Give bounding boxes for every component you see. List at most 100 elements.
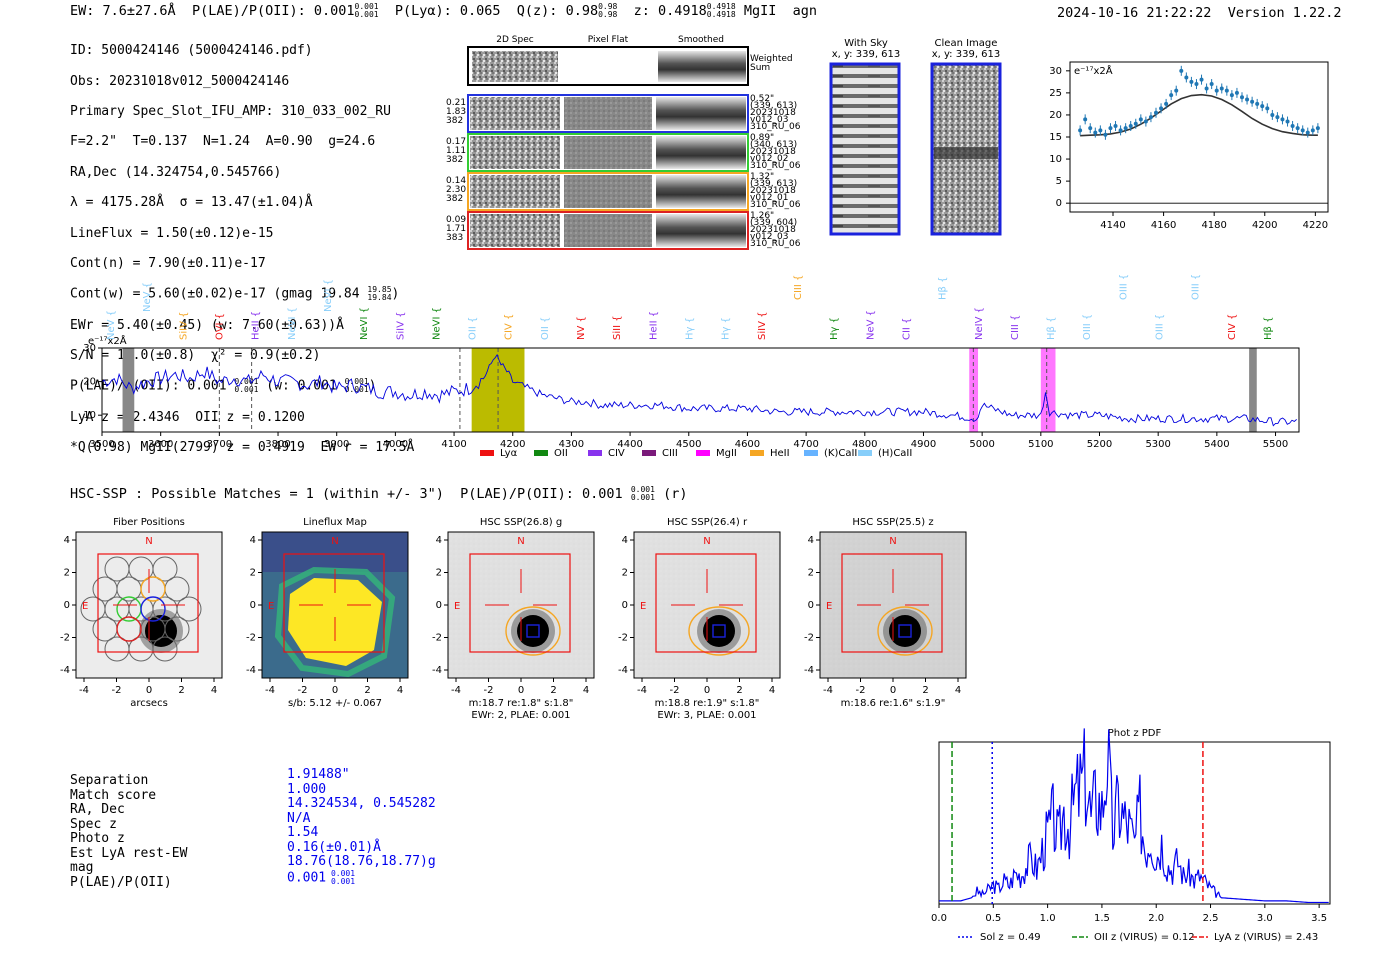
spectrum-legend-label: MgII	[716, 448, 737, 458]
fit-xtick-label: 4220	[1303, 220, 1328, 231]
spectrum-legend-label: OII	[554, 448, 568, 458]
hsc-source	[145, 615, 177, 647]
fit-data-point	[1078, 128, 1083, 133]
hsc-xtick-label: 0	[704, 685, 710, 696]
info-lineflux: LineFlux = 1.50(±0.12)e-15	[70, 225, 274, 241]
cutout-row-2dspec	[470, 136, 560, 169]
fit-ytick-label: 25	[1049, 88, 1062, 99]
spectrum-xtick-label: 4800	[852, 439, 877, 450]
fit-data-point	[1275, 115, 1280, 120]
spectrum-line-label: CIV {	[504, 314, 515, 340]
header-datetime: 2024-10-16 21:22:22	[1057, 5, 1212, 21]
line-fit-chart: e⁻¹⁷x2Å 0 5 10 15 20 25 30 4140 4160 4180 4200 4220	[1049, 61, 1329, 231]
fit-data-point	[1250, 99, 1255, 104]
spectrum-xtick-label: 5000	[969, 439, 994, 450]
hsc-ytick-label: 2	[250, 568, 256, 579]
weighted-sum-label-2: Sum	[750, 63, 770, 73]
cutout-row-right-label: v012_02	[750, 154, 788, 164]
hsc-ytick-label: -2	[60, 633, 70, 644]
fit-data-point	[1260, 104, 1265, 109]
hsc-caption-2: EWr: 3, PLAE: 0.001	[657, 710, 756, 721]
hsc-source	[703, 615, 735, 647]
match-values: 1.91488" 1.000 14.324534, 0.545282 N/A 1.54 0…	[287, 767, 436, 886]
match-label: Est LyA rest-EW	[70, 845, 188, 861]
fiber-circle	[92, 576, 118, 602]
photz-legend-label: LyA z (VIRUS) = 2.43	[1214, 932, 1318, 943]
hsc-reticle-box	[655, 553, 757, 653]
match-value: 1.91488"	[287, 767, 350, 782]
fit-data-point	[1270, 112, 1275, 117]
spectrum-line-label: NeVI {	[287, 307, 298, 340]
fit-data-point	[1310, 128, 1315, 133]
spectrum-line-label: NeV {	[142, 282, 153, 312]
cutout-row-right-label: 1.32"	[750, 172, 774, 182]
cutout-row-left-label: 1.71	[446, 224, 466, 234]
hsc-xtick-label: -4	[451, 685, 461, 696]
with-sky-title: With Sky x, y: 339, 613	[831, 38, 901, 60]
info-obs: Obs: 20231018v012_5000424146	[70, 73, 290, 89]
match-label: mag	[70, 860, 94, 875]
cutout-row-2dspec	[470, 175, 560, 208]
hsc-aperture-ellipse	[505, 606, 561, 656]
cutout-row-right-label: 1.26"	[750, 211, 774, 221]
hsc-ytick-label: -2	[618, 633, 628, 644]
spectrum-line-label: OIII {	[1082, 314, 1093, 340]
fit-data-point	[1224, 88, 1229, 93]
spectrum-legend-swatch	[696, 450, 710, 456]
hsc-panel-title: HSC SSP(26.8) g	[480, 517, 562, 528]
hsc-east-label: E	[826, 601, 832, 612]
fit-data-point	[1189, 79, 1194, 84]
fit-unit-label: e⁻¹⁷x2Å	[1074, 64, 1113, 77]
cutout-row-pixelflat	[564, 175, 652, 208]
hsc-panel: Fiber Positions N E -4 -4 -2 -2 0 0 2 2 4 4 arcsecs	[60, 517, 223, 709]
hsc-panel: HSC SSP(25.5) z N E -4 -4 -2 -2 0 0 2 2 4 4 m:18.6 re…	[804, 517, 967, 709]
fit-xtick-label: 4160	[1151, 220, 1176, 231]
spectrum-line-label: CIV {	[1227, 314, 1238, 340]
fit-ytick-label: 10	[1049, 154, 1062, 165]
spectrum-xtick-label: 3700	[207, 439, 232, 450]
fit-data-point	[1083, 117, 1088, 122]
fit-xtick-label: 4140	[1100, 220, 1125, 231]
spectrum-xtick-label: 4100	[441, 439, 466, 450]
cutout-row-right-label: 0.52"	[750, 94, 774, 104]
spectrum-ytick-label: 30	[83, 343, 96, 354]
info-slot: Primary Spec_Slot_IFU_AMP: 310_033_002_R…	[70, 104, 391, 120]
cutout-row-right-label: 0.89"	[750, 133, 774, 143]
fit-data-point	[1093, 130, 1098, 135]
fit-data-point	[1164, 101, 1169, 106]
hsc-aperture-ellipse	[688, 606, 750, 656]
hsc-caption: m:18.8 re:1.9" s:1.8"	[655, 698, 760, 709]
hsc-ytick-label: 2	[808, 568, 814, 579]
match-value: 0.16(±0.01)Å	[287, 839, 381, 855]
hsc-xtick-label: 2	[922, 685, 928, 696]
spectrum-line-label: OIII {	[1155, 314, 1166, 340]
hsc-reticle-box	[469, 553, 571, 653]
hsc-xtick-label: -4	[79, 685, 89, 696]
match-value: 0.001 0.001 0.001	[287, 868, 356, 886]
weighted-smoothed	[658, 51, 746, 82]
spectrum-line-label: SiIV {	[757, 312, 768, 340]
fit-data-point	[1128, 123, 1133, 128]
photz-xtick-label: 0.0	[931, 913, 947, 924]
hsc-ytick-label: 4	[250, 535, 256, 546]
spectrum-xtick-label: 3800	[265, 439, 290, 450]
hsc-panels: Fiber Positions N E -4 -4 -2 -2 0 0 2 2 4 4 arcsecs Li…	[60, 517, 967, 721]
spectrum-xtick-label: 4000	[383, 439, 408, 450]
hsc-xtick-label: -4	[823, 685, 833, 696]
fit-data-point	[1300, 128, 1305, 133]
hsc-aperture-ellipse	[877, 606, 933, 656]
cutout-row-left-label: 0.14	[446, 176, 466, 186]
spectrum-line-label: CIII {	[1010, 315, 1021, 340]
spectrum-xtick-label: 4400	[617, 439, 642, 450]
hsc-north-label: N	[889, 536, 896, 547]
lineflux-map-halo	[274, 566, 396, 678]
spectrum-line-label: CIII {	[793, 275, 804, 300]
fit-data-point	[1240, 95, 1244, 100]
hsc-ytick-label: 4	[622, 535, 628, 546]
fiber-circle-highlight	[140, 596, 166, 622]
hsc-source	[517, 615, 549, 647]
spectrum-legend-label: CIV	[608, 448, 625, 458]
hsc-caption: m:18.6 re:1.6" s:1.9"	[841, 698, 946, 709]
spectrum-line-label: SiII {	[612, 315, 623, 340]
cutout-row-smoothed	[656, 97, 746, 130]
